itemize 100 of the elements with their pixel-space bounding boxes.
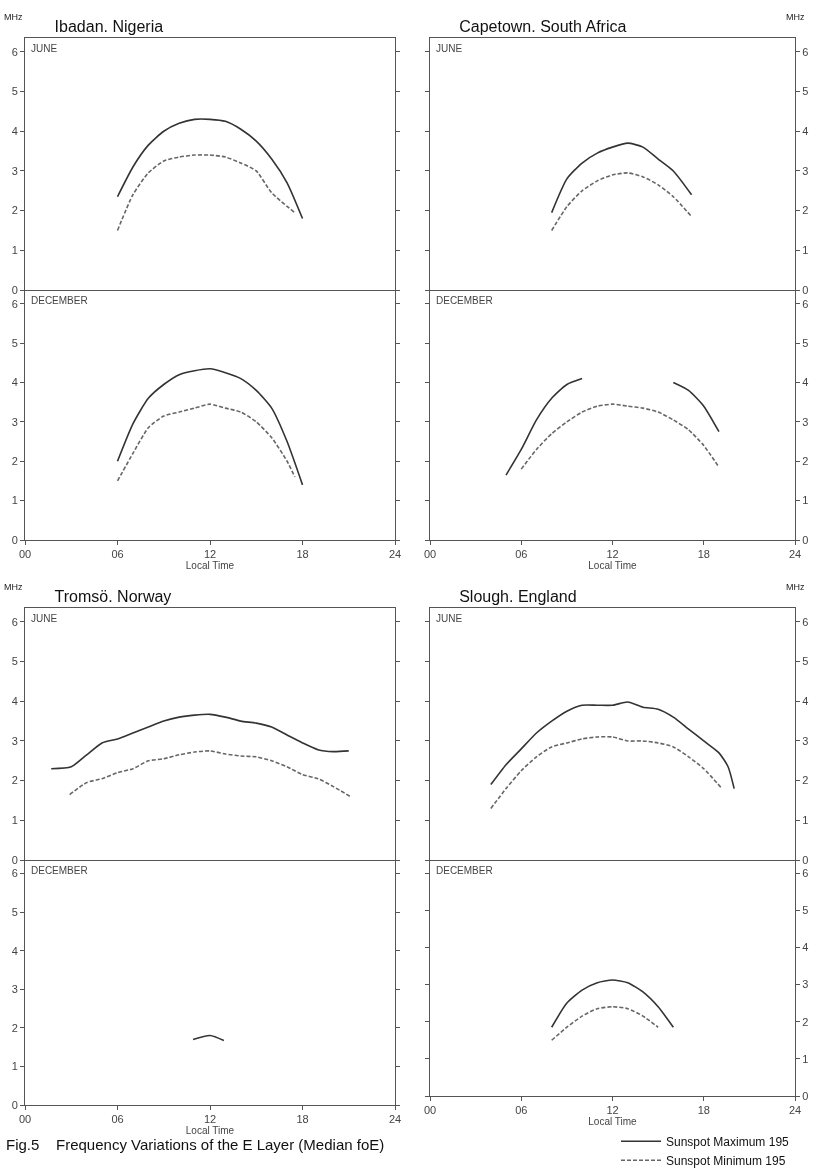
y2-tick-label: 4 (802, 376, 809, 389)
x-tick-label: 06 (515, 548, 528, 561)
legend-label: Sunspot Maximum 195 (666, 1135, 790, 1149)
line-series (550, 1006, 659, 1042)
chart-title: Ibadan. Nigeria (54, 18, 164, 36)
x-tick-label: 24 (388, 1113, 402, 1126)
x-tick-label: 18 (296, 548, 309, 561)
y-tick-label: 6 (11, 45, 18, 58)
y-tick-label: 4 (11, 125, 18, 138)
y2-tick-label: 1 (802, 1052, 809, 1065)
y2-tick-label: 6 (802, 297, 809, 310)
x-tick-label: 00 (423, 1104, 437, 1117)
y-axis-title: MHz (4, 12, 23, 22)
y2-tick-label: 5 (802, 655, 809, 668)
line-series (116, 367, 304, 486)
y-tick-label: 1 (11, 244, 18, 257)
y-tick-label: 3 (11, 983, 18, 996)
line-series (50, 713, 350, 770)
x-tick-label: 12 (203, 548, 217, 561)
y-tick-label: 3 (11, 415, 18, 428)
y2-tick-label: 4 (802, 125, 809, 138)
annotation: DECEMBER (436, 295, 493, 306)
x-tick-label: 06 (111, 548, 124, 561)
y2-tick-label: 3 (802, 164, 809, 177)
y2-tick-label: 3 (802, 978, 809, 991)
x-tick-label: 24 (788, 1104, 802, 1117)
y-tick-label: 6 (11, 615, 18, 628)
y-tick-label: 2 (11, 204, 18, 217)
y-tick-label: 1 (11, 1060, 18, 1073)
annotation: JUNE (31, 613, 58, 624)
y-tick-label: 1 (11, 494, 18, 507)
y2-tick-label: 2 (802, 204, 809, 217)
y2-axis-title: MHz (786, 582, 805, 592)
y2-tick-label: 2 (802, 455, 809, 468)
y2-tick-label: 5 (802, 337, 809, 349)
y-tick-label: 6 (11, 867, 18, 880)
y-tick-label: 5 (11, 655, 18, 668)
y2-tick-label: 3 (802, 415, 809, 428)
x-tick-label: 24 (388, 548, 402, 561)
chart-title: Tromsö. Norway (54, 588, 172, 606)
line-series (550, 979, 675, 1029)
annotation: JUNE (31, 43, 58, 54)
y2-tick-label: 5 (802, 85, 809, 98)
y-tick-label: 3 (11, 734, 18, 747)
x-axis-title: Local Time (588, 1116, 638, 1128)
y2-tick-label: 0 (802, 853, 809, 866)
y-axis-title: MHz (4, 582, 23, 592)
chart-title: Slough. England (459, 588, 577, 606)
x-tick-label: 00 (18, 1113, 32, 1126)
y-tick-label: 4 (11, 376, 18, 389)
y2-tick-label: 0 (802, 1089, 809, 1102)
x-axis-title: Local Time (588, 560, 638, 572)
y-tick-label: 4 (11, 944, 18, 957)
y-tick-label: 4 (11, 695, 18, 708)
x-tick-label: 12 (606, 548, 619, 561)
y-tick-label: 3 (11, 164, 18, 177)
annotation: JUNE (436, 613, 463, 624)
y-tick-label: 2 (11, 455, 18, 468)
x-axis-title: Local Time (185, 1125, 235, 1137)
chart-title: Capetown. South Africa (459, 18, 627, 36)
x-axis-title: Local Time (185, 560, 235, 572)
y-tick-label: 5 (11, 85, 18, 98)
line-series (550, 142, 693, 214)
line-series (116, 403, 296, 482)
y2-tick-label: 5 (802, 904, 809, 917)
y2-axis-title: MHz (786, 12, 805, 22)
line-series (550, 172, 693, 232)
x-tick-label: 12 (606, 1104, 619, 1117)
y2-tick-label: 4 (802, 695, 809, 708)
y2-tick-label: 3 (802, 734, 809, 747)
y-tick-label: 0 (11, 283, 18, 296)
x-tick-label: 18 (296, 1113, 309, 1126)
line-series (490, 701, 735, 790)
x-tick-label: 12 (203, 1113, 217, 1126)
y2-tick-label: 6 (802, 615, 809, 628)
x-tick-label: 06 (111, 1113, 124, 1126)
y2-tick-label: 0 (802, 283, 809, 296)
line-series (490, 735, 723, 810)
y-tick-label: 0 (11, 1098, 18, 1111)
y-tick-label: 2 (11, 1021, 18, 1034)
y2-tick-label: 0 (802, 533, 809, 546)
caption: Fig.5 Frequency Variations of the E Layer (Median foE) (6, 1136, 385, 1153)
x-tick-label: 06 (515, 1104, 528, 1117)
y-tick-label: 6 (11, 297, 18, 310)
y2-tick-label: 1 (802, 244, 809, 257)
y2-tick-label: 6 (802, 866, 809, 879)
x-tick-label: 18 (697, 1104, 710, 1117)
y2-tick-label: 6 (802, 45, 809, 58)
y-tick-label: 5 (11, 337, 18, 349)
y2-tick-label: 4 (802, 941, 809, 954)
y2-tick-label: 2 (802, 774, 809, 787)
y-tick-label: 2 (11, 774, 18, 787)
line-series (116, 118, 304, 220)
y-tick-label: 0 (11, 533, 18, 546)
y-tick-label: 0 (11, 853, 18, 866)
x-tick-label: 00 (18, 548, 32, 561)
y2-tick-label: 1 (802, 814, 809, 827)
annotation: DECEMBER (31, 865, 88, 876)
y2-tick-label: 2 (802, 1015, 809, 1028)
y2-tick-label: 1 (802, 494, 809, 507)
